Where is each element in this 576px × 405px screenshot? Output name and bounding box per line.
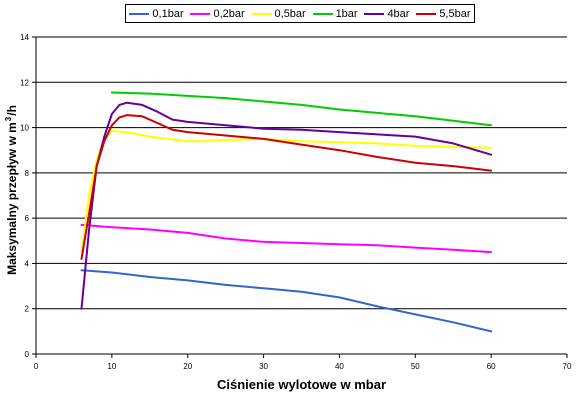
y-tick-label: 14 bbox=[20, 33, 29, 42]
y-tick-label: 10 bbox=[20, 124, 29, 133]
x-tick-label: 0 bbox=[34, 362, 39, 371]
legend-label: 4bar bbox=[387, 7, 410, 20]
series-line-4bar bbox=[80, 101, 493, 310]
y-tick-label: 6 bbox=[25, 214, 30, 223]
legend-swatch bbox=[364, 12, 385, 15]
legend-label: 5,5bar bbox=[439, 7, 471, 20]
x-axis-label: Ciśnienie wylotowe w mbar bbox=[216, 377, 387, 392]
legend-label: 1bar bbox=[335, 7, 358, 20]
x-tick-label: 20 bbox=[183, 362, 192, 371]
y-tick-label: 8 bbox=[25, 169, 30, 178]
series-line-5-5bar bbox=[80, 114, 493, 260]
legend-item: 0,1bar bbox=[129, 7, 184, 20]
legend-label: 0,1bar bbox=[152, 7, 184, 20]
legend-label: 0,2bar bbox=[213, 7, 245, 20]
legend-item: 1bar bbox=[312, 7, 358, 20]
legend-swatch bbox=[251, 12, 272, 15]
y-tick-label: 12 bbox=[20, 78, 29, 87]
x-tick-label: 10 bbox=[107, 362, 116, 371]
legend-item: 0,5bar bbox=[251, 7, 306, 20]
legend-swatch bbox=[129, 12, 150, 15]
x-tick-label: 60 bbox=[487, 362, 496, 371]
x-tick-label: 70 bbox=[563, 362, 572, 371]
series-line-1bar bbox=[110, 91, 493, 127]
x-tick-label: 50 bbox=[411, 362, 420, 371]
legend: 0,1bar 0,2bar 0,5bar 1bar 4bar 5,5bar bbox=[125, 4, 475, 23]
y-tick-label: 4 bbox=[25, 259, 30, 268]
series-line-0-2bar bbox=[80, 223, 493, 254]
legend-swatch bbox=[416, 12, 437, 15]
legend-swatch bbox=[190, 12, 211, 15]
y-tick-label: 0 bbox=[25, 350, 30, 359]
x-tick-label: 40 bbox=[335, 362, 344, 371]
y-tick-label: 2 bbox=[25, 305, 30, 314]
legend-label: 0,5bar bbox=[274, 7, 306, 20]
legend-item: 5,5bar bbox=[416, 7, 471, 20]
series-line-0-5bar bbox=[80, 130, 493, 254]
legend-swatch bbox=[312, 12, 333, 15]
legend-item: 4bar bbox=[364, 8, 409, 20]
x-tick-label: 30 bbox=[259, 362, 268, 371]
series-line-0-1bar bbox=[80, 269, 493, 333]
legend-item: 0,2bar bbox=[190, 7, 245, 20]
